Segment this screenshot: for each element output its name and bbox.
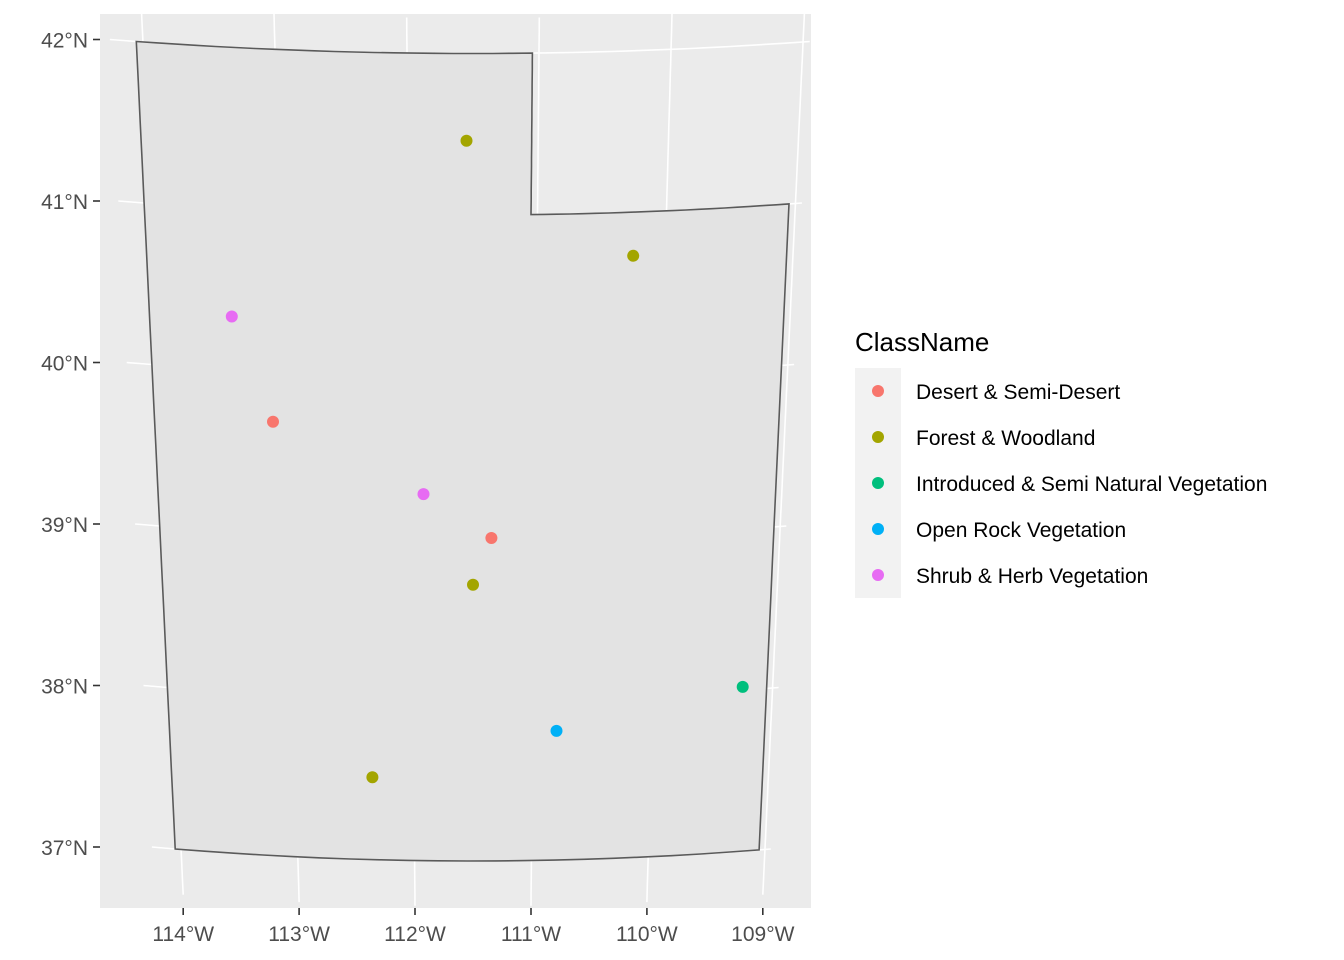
legend-key bbox=[872, 477, 884, 489]
data-point bbox=[736, 680, 749, 693]
data-point bbox=[366, 771, 379, 784]
legend-key bbox=[872, 385, 884, 397]
legend-label: Forest & Woodland bbox=[916, 427, 1095, 450]
data-point bbox=[485, 532, 498, 544]
data-point bbox=[267, 415, 279, 428]
legend-label: Open Rock Vegetation bbox=[916, 519, 1126, 542]
data-points bbox=[225, 134, 749, 784]
y-tick-label: 42°N bbox=[41, 30, 88, 53]
y-tick-label: 39°N bbox=[41, 514, 88, 537]
legend: ClassName Desert & Semi-Desert Forest & W… bbox=[855, 327, 1267, 598]
legend-key bbox=[872, 431, 884, 443]
data-point bbox=[225, 310, 238, 323]
data-point bbox=[460, 134, 473, 147]
data-point bbox=[627, 249, 640, 262]
state-outline bbox=[135, 40, 790, 862]
data-point bbox=[550, 724, 563, 737]
axes: 37°N 38°N 39°N 40°N 41°N 42°N 114°W 113°W 112°W 1… bbox=[41, 30, 795, 947]
graticule-meridian bbox=[762, 6, 806, 895]
y-tick-label: 38°N bbox=[41, 676, 88, 699]
y-tick-label: 37°N bbox=[41, 837, 88, 860]
x-tick-label: 113°W bbox=[268, 923, 330, 946]
x-tick-label: 110°W bbox=[616, 923, 678, 946]
legend-entries: Desert & Semi-Desert Forest & Woodland Int… bbox=[872, 381, 1267, 588]
legend-label: Shrub & Herb Vegetation bbox=[916, 565, 1148, 588]
legend-title: ClassName bbox=[855, 327, 989, 357]
x-tick-label: 111°W bbox=[501, 923, 561, 946]
x-tick-label: 114°W bbox=[152, 923, 214, 946]
y-tick-label: 40°N bbox=[41, 353, 88, 376]
y-tick-label: 41°N bbox=[41, 191, 88, 214]
data-point bbox=[467, 578, 479, 591]
data-point bbox=[417, 488, 430, 501]
x-tick-label: 112°W bbox=[384, 923, 446, 946]
legend-key bbox=[872, 523, 884, 535]
legend-key bbox=[872, 569, 884, 581]
x-tick-label: 109°W bbox=[731, 923, 794, 946]
legend-label: Desert & Semi-Desert bbox=[916, 381, 1120, 404]
legend-label: Introduced & Semi Natural Vegetation bbox=[916, 473, 1267, 496]
